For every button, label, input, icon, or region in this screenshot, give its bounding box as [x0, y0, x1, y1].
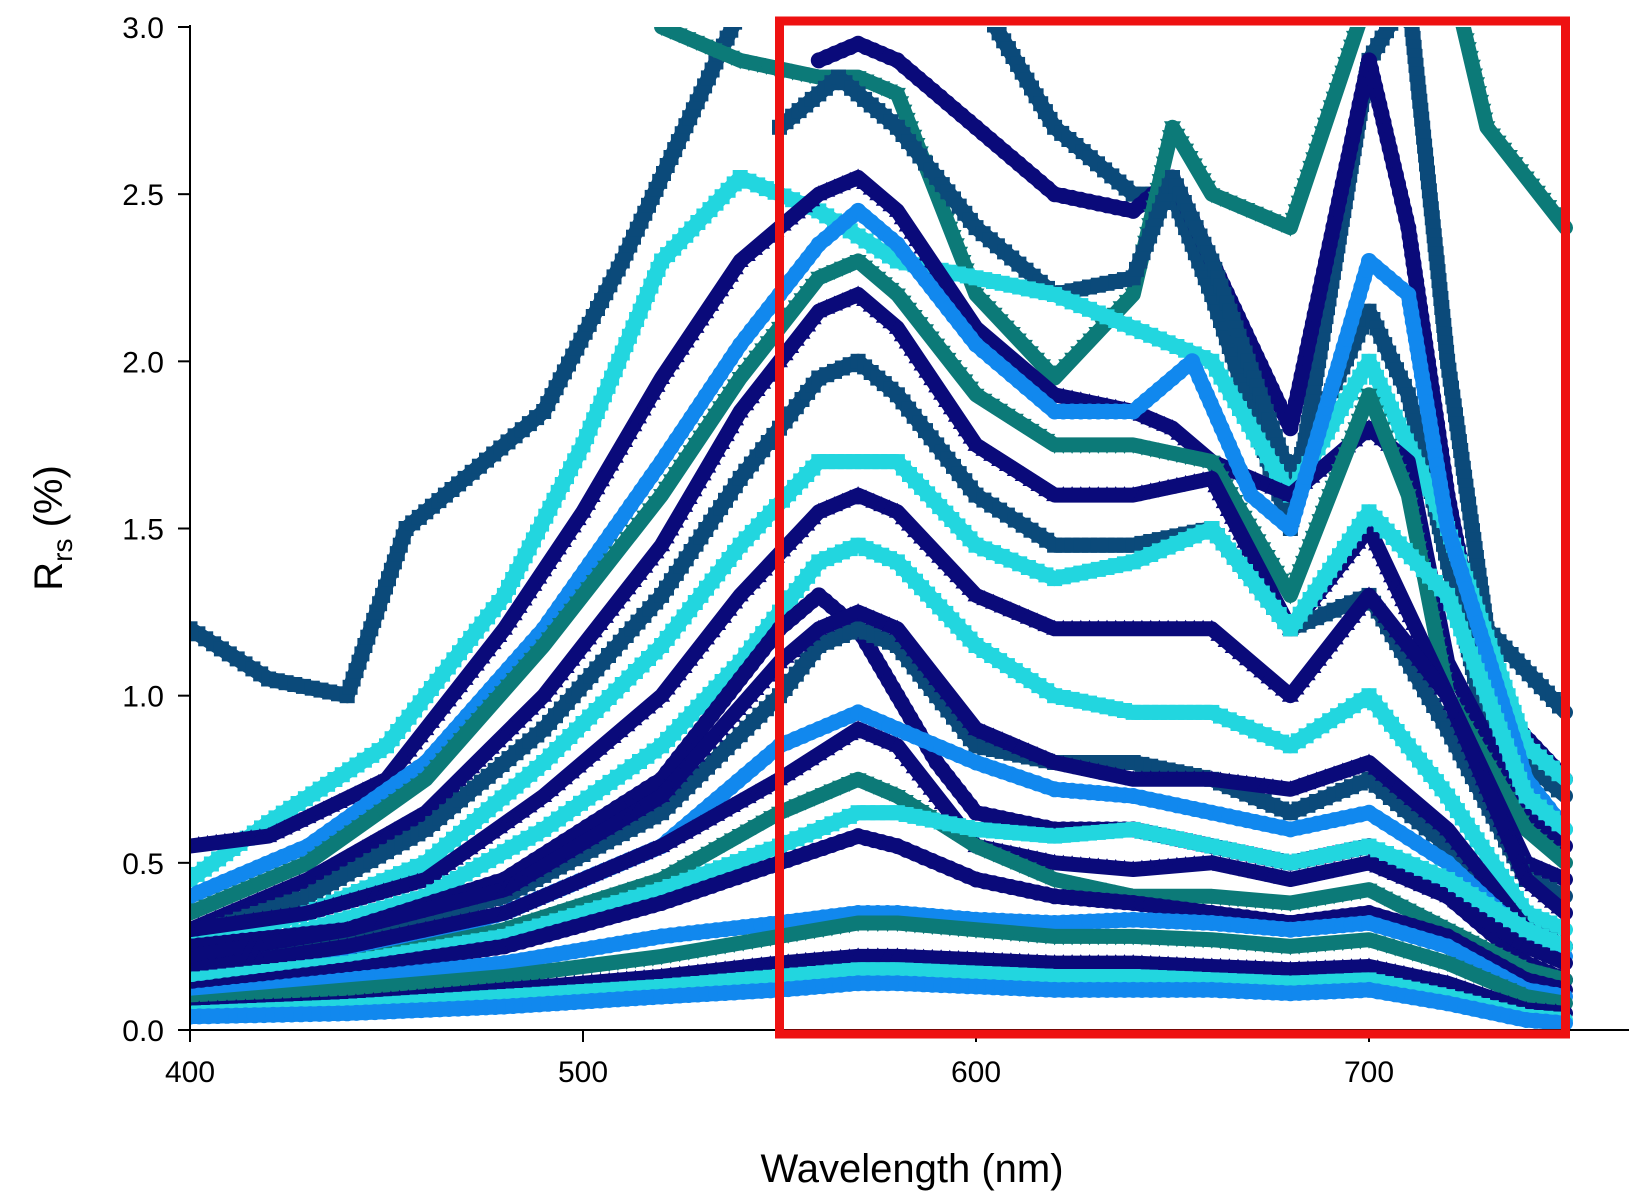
data-point	[723, 23, 738, 38]
data-point	[1358, 0, 1375, 11]
data-point	[1396, 0, 1411, 9]
data-point	[731, 7, 746, 22]
data-point	[973, 0, 988, 9]
data-point	[727, 15, 742, 30]
data-point	[1447, 0, 1464, 4]
data-point	[969, 0, 984, 1]
data-point	[1402, 0, 1417, 10]
series-layer	[182, 0, 1569, 1031]
data-point	[1401, 0, 1416, 1]
data-point	[978, 2, 993, 17]
data-point	[1392, 1, 1407, 16]
data-point	[735, 0, 750, 14]
data-point	[1449, 0, 1466, 13]
data-point	[1361, 0, 1378, 3]
data-point	[738, 0, 753, 6]
